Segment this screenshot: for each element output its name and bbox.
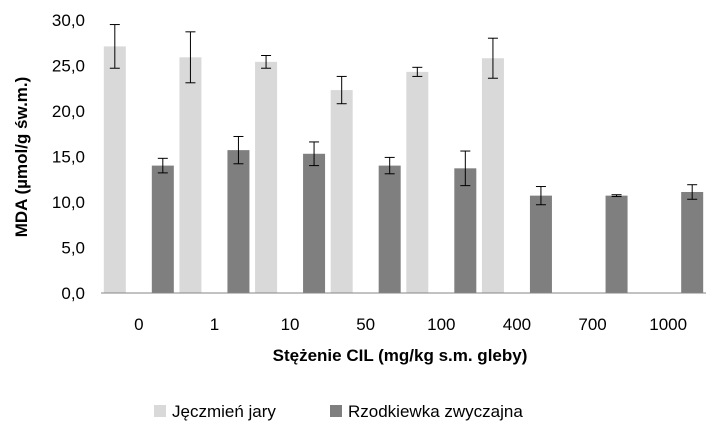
x-tick-label: 50 [356, 315, 375, 334]
x-axis-ticks: 0 1 10 50 100 400 700 1000 [134, 315, 687, 334]
x-tick-label: 1000 [649, 315, 687, 334]
y-tick-label: 15,0 [52, 148, 85, 167]
bar [605, 195, 628, 293]
bar [481, 58, 504, 293]
bar [103, 46, 126, 293]
x-tick-label: 100 [427, 315, 455, 334]
y-tick-label: 5,0 [61, 239, 85, 258]
bar [378, 165, 401, 293]
bars [103, 46, 704, 294]
legend-label: Jęczmień jary [172, 402, 276, 421]
x-tick-label: 0 [134, 315, 143, 334]
y-tick-label: 25,0 [52, 57, 85, 76]
bar [681, 191, 704, 293]
y-tick-label: 10,0 [52, 193, 85, 212]
bar [529, 195, 552, 293]
bar [303, 153, 326, 293]
bar [151, 165, 174, 293]
legend: Jęczmień jary Rzodkiewka zwyczajna [154, 402, 523, 421]
y-tick-label: 20,0 [52, 102, 85, 121]
bar [330, 90, 353, 293]
y-tick-label: 0,0 [61, 284, 85, 303]
y-axis-title: MDA (µmol/g św.m.) [12, 77, 31, 238]
legend-swatch [330, 405, 342, 417]
legend-label: Rzodkiewka zwyczajna [348, 402, 523, 421]
legend-swatch [154, 405, 166, 417]
x-tick-label: 1 [210, 315, 219, 334]
x-tick-label: 400 [503, 315, 531, 334]
y-tick-label: 30,0 [52, 11, 85, 30]
x-axis-title: Stężenie CIL (mg/kg s.m. gleby) [273, 346, 528, 365]
bar [454, 168, 477, 293]
bar [406, 71, 429, 294]
y-axis-ticks: 0,0 5,0 10,0 15,0 20,0 25,0 30,0 [52, 11, 85, 303]
x-tick-label: 700 [578, 315, 606, 334]
error-bars [109, 24, 698, 206]
x-tick-label: 10 [281, 315, 300, 334]
bar [227, 150, 250, 293]
bar [255, 61, 278, 293]
bar [179, 57, 202, 294]
